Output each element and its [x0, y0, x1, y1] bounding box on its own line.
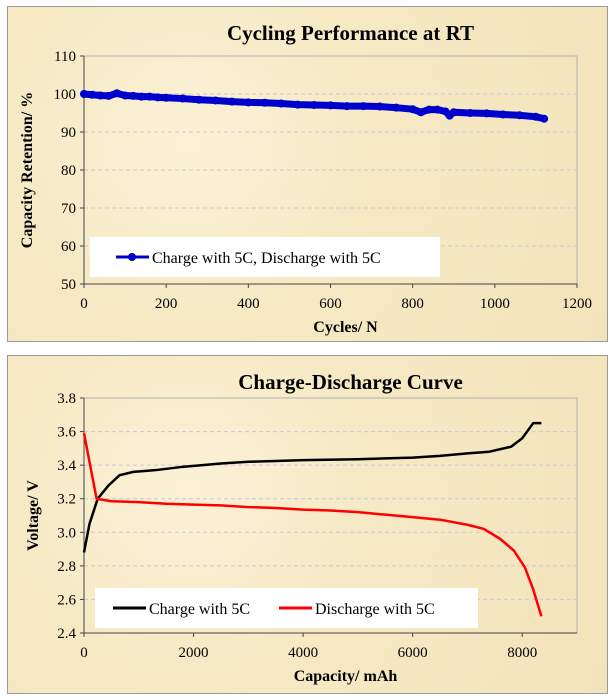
x-tick-label: 400 — [237, 296, 260, 312]
data-point — [531, 112, 540, 121]
data-point — [162, 93, 171, 102]
y-tick-label: 3.6 — [57, 425, 76, 441]
data-point — [326, 101, 335, 110]
data-point — [310, 101, 319, 110]
data-point — [499, 110, 508, 119]
y-tick-label: 2.8 — [57, 559, 76, 575]
series-line — [82, 421, 542, 553]
data-point — [121, 91, 130, 100]
y-tick-label: 3.4 — [57, 458, 76, 474]
data-point — [153, 93, 162, 102]
data-point — [416, 108, 425, 117]
x-tick-label: 6000 — [398, 645, 428, 661]
x-tick-label: 1200 — [562, 296, 592, 312]
data-point — [482, 109, 491, 118]
charge-discharge-chart: 2.4 2.6 2.8 3.0 3.2 3.4 3.6 3.8 0 2000 4000 6000 800… — [25, 370, 578, 685]
data-point — [466, 109, 475, 117]
y-tick-label: 70 — [61, 201, 76, 217]
data-point — [433, 105, 442, 114]
x-tick-label: 800 — [401, 296, 424, 312]
data-point — [392, 103, 401, 112]
y-axis-label: Capacity Retention/ % — [19, 92, 36, 248]
data-point — [129, 91, 138, 100]
y-axis-label: Voltage/ V — [25, 480, 42, 551]
data-point — [104, 91, 113, 100]
legend-label: Discharge with 5C — [315, 601, 435, 618]
y-tick-label: 3.0 — [57, 525, 76, 541]
data-point — [260, 98, 269, 107]
data-point — [540, 114, 549, 123]
data-point — [449, 108, 458, 117]
y-tick-label: 3.2 — [57, 492, 76, 508]
data-point — [195, 95, 204, 104]
data-point — [293, 100, 302, 109]
x-tick-label: 0 — [80, 645, 88, 661]
data-point — [277, 99, 286, 108]
y-tick-label: 60 — [61, 239, 76, 255]
charge-discharge-chart-panel: 2.4 2.6 2.8 3.0 3.2 3.4 3.6 3.8 0 2000 4000 6000 800… — [7, 355, 608, 694]
y-tick-label: 3.8 — [57, 391, 76, 407]
x-tick-label: 600 — [319, 296, 342, 312]
data-point — [244, 98, 253, 107]
legend-marker — [128, 253, 136, 261]
data-point — [359, 102, 368, 111]
y-tick-label: 2.6 — [57, 592, 76, 608]
x-tick-label: 0 — [80, 296, 88, 312]
data-point — [88, 90, 97, 99]
data-point — [137, 92, 146, 101]
cycling-chart-panel: 50 60 70 80 90 100 110 0 200 400 600 800 1000 1200 Cyc… — [7, 6, 608, 342]
y-tick-label: 80 — [61, 163, 76, 179]
data-point — [80, 90, 88, 98]
data-point — [227, 97, 236, 106]
y-tick-label: 100 — [54, 87, 77, 103]
data-point — [145, 92, 154, 101]
cycling-chart: 50 60 70 80 90 100 110 0 200 400 600 800 1000 1200 Cyc… — [19, 21, 592, 336]
x-tick-label: 8000 — [507, 645, 537, 661]
y-tick-label: 2.4 — [57, 626, 76, 642]
x-tick-label: 1000 — [480, 296, 510, 312]
y-tick-label: 50 — [61, 277, 76, 293]
data-point — [515, 111, 524, 120]
x-axis-label: Capacity/ mAh — [294, 668, 398, 685]
legend-label: Charge with 5C, Discharge with 5C — [152, 250, 381, 267]
x-tick-label: 2000 — [179, 645, 209, 661]
data-point — [178, 94, 187, 103]
x-axis-label: Cycles/ N — [313, 319, 378, 336]
series-line — [82, 433, 543, 617]
data-point — [425, 105, 434, 114]
y-tick-label: 110 — [54, 49, 76, 65]
data-point — [211, 96, 220, 105]
chart-title: Charge-Discharge Curve — [238, 370, 463, 394]
data-point — [96, 91, 105, 100]
data-point — [342, 102, 351, 111]
legend-label: Charge with 5C — [149, 601, 250, 618]
data-point — [375, 102, 384, 111]
y-tick-label: 90 — [61, 125, 76, 141]
x-tick-label: 200 — [155, 296, 178, 312]
data-point — [408, 105, 417, 114]
x-tick-label: 4000 — [288, 645, 318, 661]
chart-title: Cycling Performance at RT — [227, 21, 474, 45]
data-point — [112, 89, 121, 98]
